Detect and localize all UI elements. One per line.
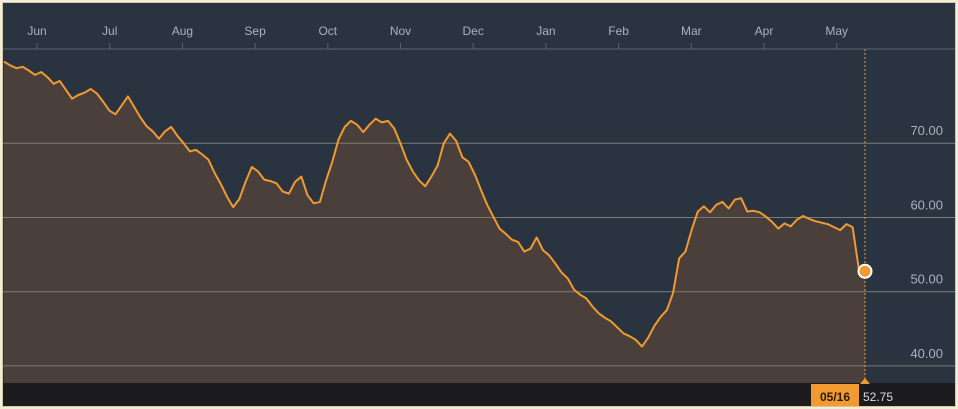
- area-fill: [4, 61, 865, 383]
- x-tick-label: Oct: [318, 24, 337, 38]
- x-tick-label: Jun: [27, 24, 46, 38]
- x-tick-label: Aug: [172, 24, 193, 38]
- x-tick-label: Sep: [244, 24, 266, 38]
- x-tick-label: Apr: [755, 24, 774, 38]
- x-tick-label: May: [825, 24, 848, 38]
- current-point-marker[interactable]: [857, 263, 873, 279]
- date-badge: [811, 384, 859, 406]
- y-tick-label: 70.00: [910, 123, 943, 138]
- current-date-label: 05/16: [820, 390, 850, 404]
- x-tick-label: Feb: [608, 24, 629, 38]
- y-tick-label: 60.00: [910, 197, 943, 212]
- x-tick-label: Jul: [102, 24, 117, 38]
- x-tick-label: Mar: [681, 24, 702, 38]
- x-tick-label: Dec: [463, 24, 484, 38]
- y-tick-label: 40.00: [910, 346, 943, 361]
- y-tick-label: 50.00: [910, 272, 943, 287]
- x-tick-label: Jan: [536, 24, 555, 38]
- date-badge-pointer: [860, 378, 870, 384]
- x-tick-label: Nov: [390, 24, 411, 38]
- current-value-label: 52.75: [863, 390, 893, 404]
- price-chart[interactable]: Jun Jul Aug Sep Oct Nov Dec Jan Feb Mar Apr May 70.…: [3, 3, 956, 407]
- x-axis-band: [3, 383, 955, 406]
- price-line: [3, 60, 866, 348]
